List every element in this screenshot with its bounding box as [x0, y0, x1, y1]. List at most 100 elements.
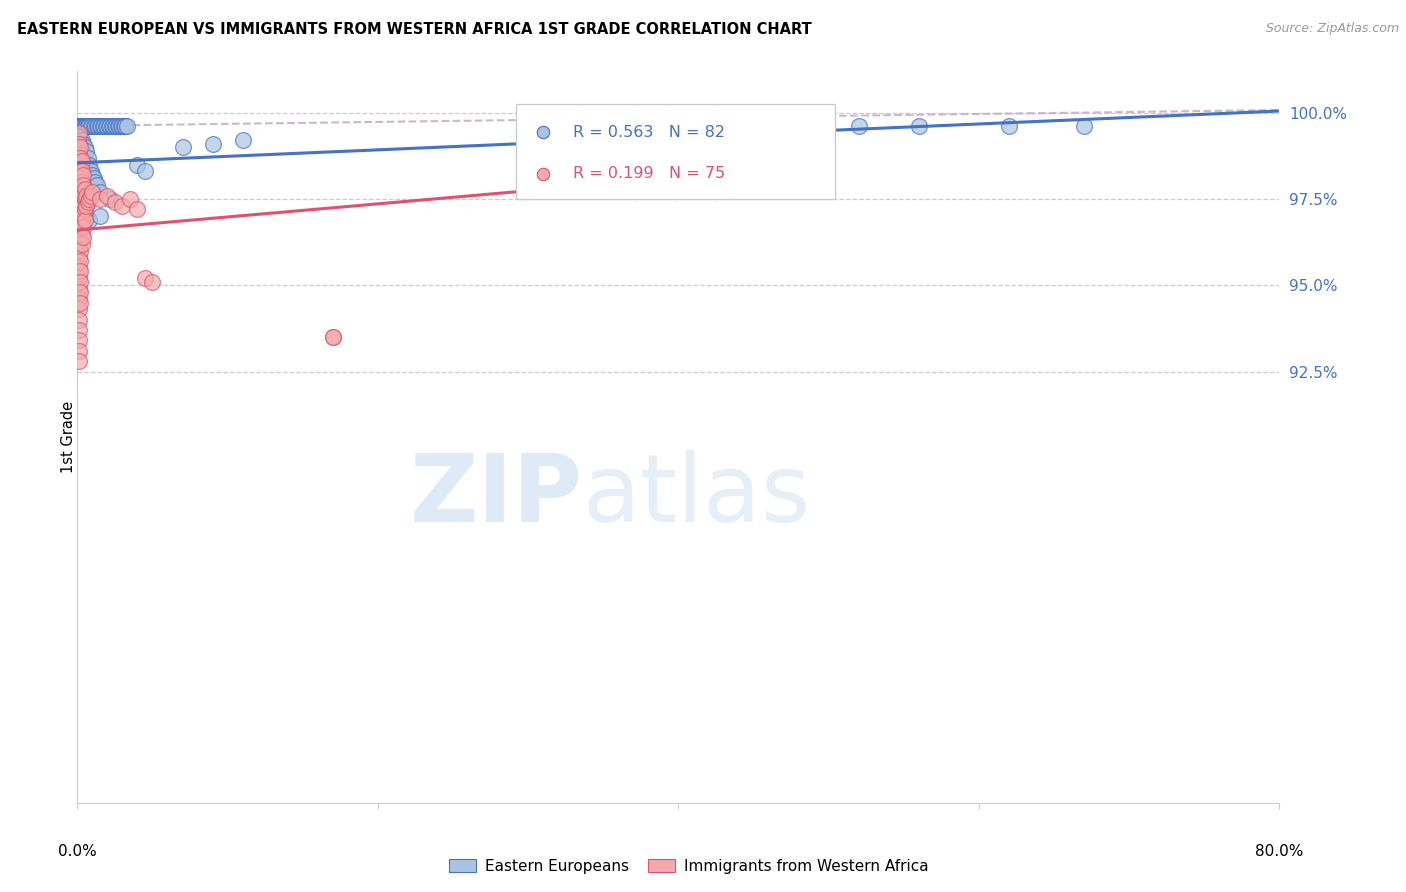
Point [70, 185, 93, 199]
Point [69, 182, 91, 196]
Point [67, 323, 90, 337]
Point [72, 230, 94, 244]
Point [67, 147, 90, 161]
Point [79, 192, 101, 206]
Point [67, 144, 90, 158]
Point [67, 168, 90, 182]
Y-axis label: 1st Grade: 1st Grade [62, 401, 76, 473]
Point [67, 178, 90, 193]
Point [82, 185, 104, 199]
Point [69, 275, 91, 289]
Point [87, 119, 110, 133]
Point [72, 119, 94, 133]
Point [82, 168, 104, 182]
Point [105, 119, 128, 133]
Point [67, 251, 90, 265]
Point [67, 260, 90, 275]
Point [69, 151, 91, 165]
Point [75, 199, 97, 213]
Point [67, 168, 90, 182]
Point [134, 271, 156, 285]
Point [76, 119, 98, 133]
Point [72, 119, 94, 133]
Text: R = 0.563   N = 82: R = 0.563 N = 82 [572, 125, 724, 139]
Point [73, 157, 96, 171]
Point [100, 192, 122, 206]
Point [80, 164, 103, 178]
Point [69, 264, 91, 278]
Point [115, 119, 138, 133]
Point [69, 119, 91, 133]
Point [96, 188, 118, 202]
Point [86, 178, 108, 193]
Point [1073, 119, 1095, 133]
Text: Source: ZipAtlas.com: Source: ZipAtlas.com [1265, 22, 1399, 36]
Point [592, 119, 614, 133]
FancyBboxPatch shape [516, 104, 835, 200]
Point [67, 129, 90, 144]
Point [72, 209, 94, 223]
Point [998, 119, 1021, 133]
Point [82, 119, 104, 133]
Point [89, 209, 111, 223]
Text: EASTERN EUROPEAN VS IMMIGRANTS FROM WESTERN AFRICA 1ST GRADE CORRELATION CHART: EASTERN EUROPEAN VS IMMIGRANTS FROM WEST… [17, 22, 811, 37]
Point [69, 223, 91, 237]
Point [67, 312, 90, 326]
Point [67, 199, 90, 213]
Point [72, 219, 94, 234]
Point [67, 209, 90, 223]
Point [69, 161, 91, 175]
Point [67, 219, 90, 234]
Point [72, 154, 94, 169]
Point [69, 140, 91, 154]
Point [104, 119, 127, 133]
Point [89, 185, 111, 199]
Point [83, 171, 105, 186]
Point [110, 119, 132, 133]
Point [73, 202, 96, 217]
Legend: Eastern Europeans, Immigrants from Western Africa: Eastern Europeans, Immigrants from Weste… [443, 853, 935, 880]
Point [83, 119, 105, 133]
Point [67, 240, 90, 254]
Point [73, 140, 96, 154]
Point [67, 182, 90, 196]
Point [69, 192, 91, 206]
Point [127, 202, 149, 217]
Point [73, 192, 96, 206]
Point [86, 119, 108, 133]
Point [69, 188, 91, 202]
Point [84, 175, 107, 189]
Point [100, 119, 122, 133]
Point [127, 157, 149, 171]
Point [79, 119, 101, 133]
Point [72, 188, 94, 202]
Point [104, 195, 127, 210]
Point [67, 230, 90, 244]
Point [232, 133, 254, 147]
Point [75, 209, 97, 223]
Text: ZIP: ZIP [409, 450, 582, 541]
Point [908, 119, 931, 133]
Point [107, 119, 129, 133]
Point [69, 119, 91, 133]
Point [97, 119, 120, 133]
Point [742, 119, 765, 133]
Point [108, 119, 131, 133]
Text: atlas: atlas [582, 450, 810, 541]
Point [70, 164, 93, 178]
Point [96, 119, 118, 133]
Point [70, 236, 93, 251]
Point [73, 119, 96, 133]
Point [67, 157, 90, 171]
Point [70, 147, 93, 161]
Point [114, 119, 136, 133]
Point [73, 119, 96, 133]
Point [67, 119, 90, 133]
Point [70, 133, 93, 147]
Point [72, 136, 94, 151]
Point [70, 195, 93, 210]
Point [111, 119, 134, 133]
Point [67, 354, 90, 368]
Point [67, 192, 90, 206]
Point [67, 343, 90, 358]
